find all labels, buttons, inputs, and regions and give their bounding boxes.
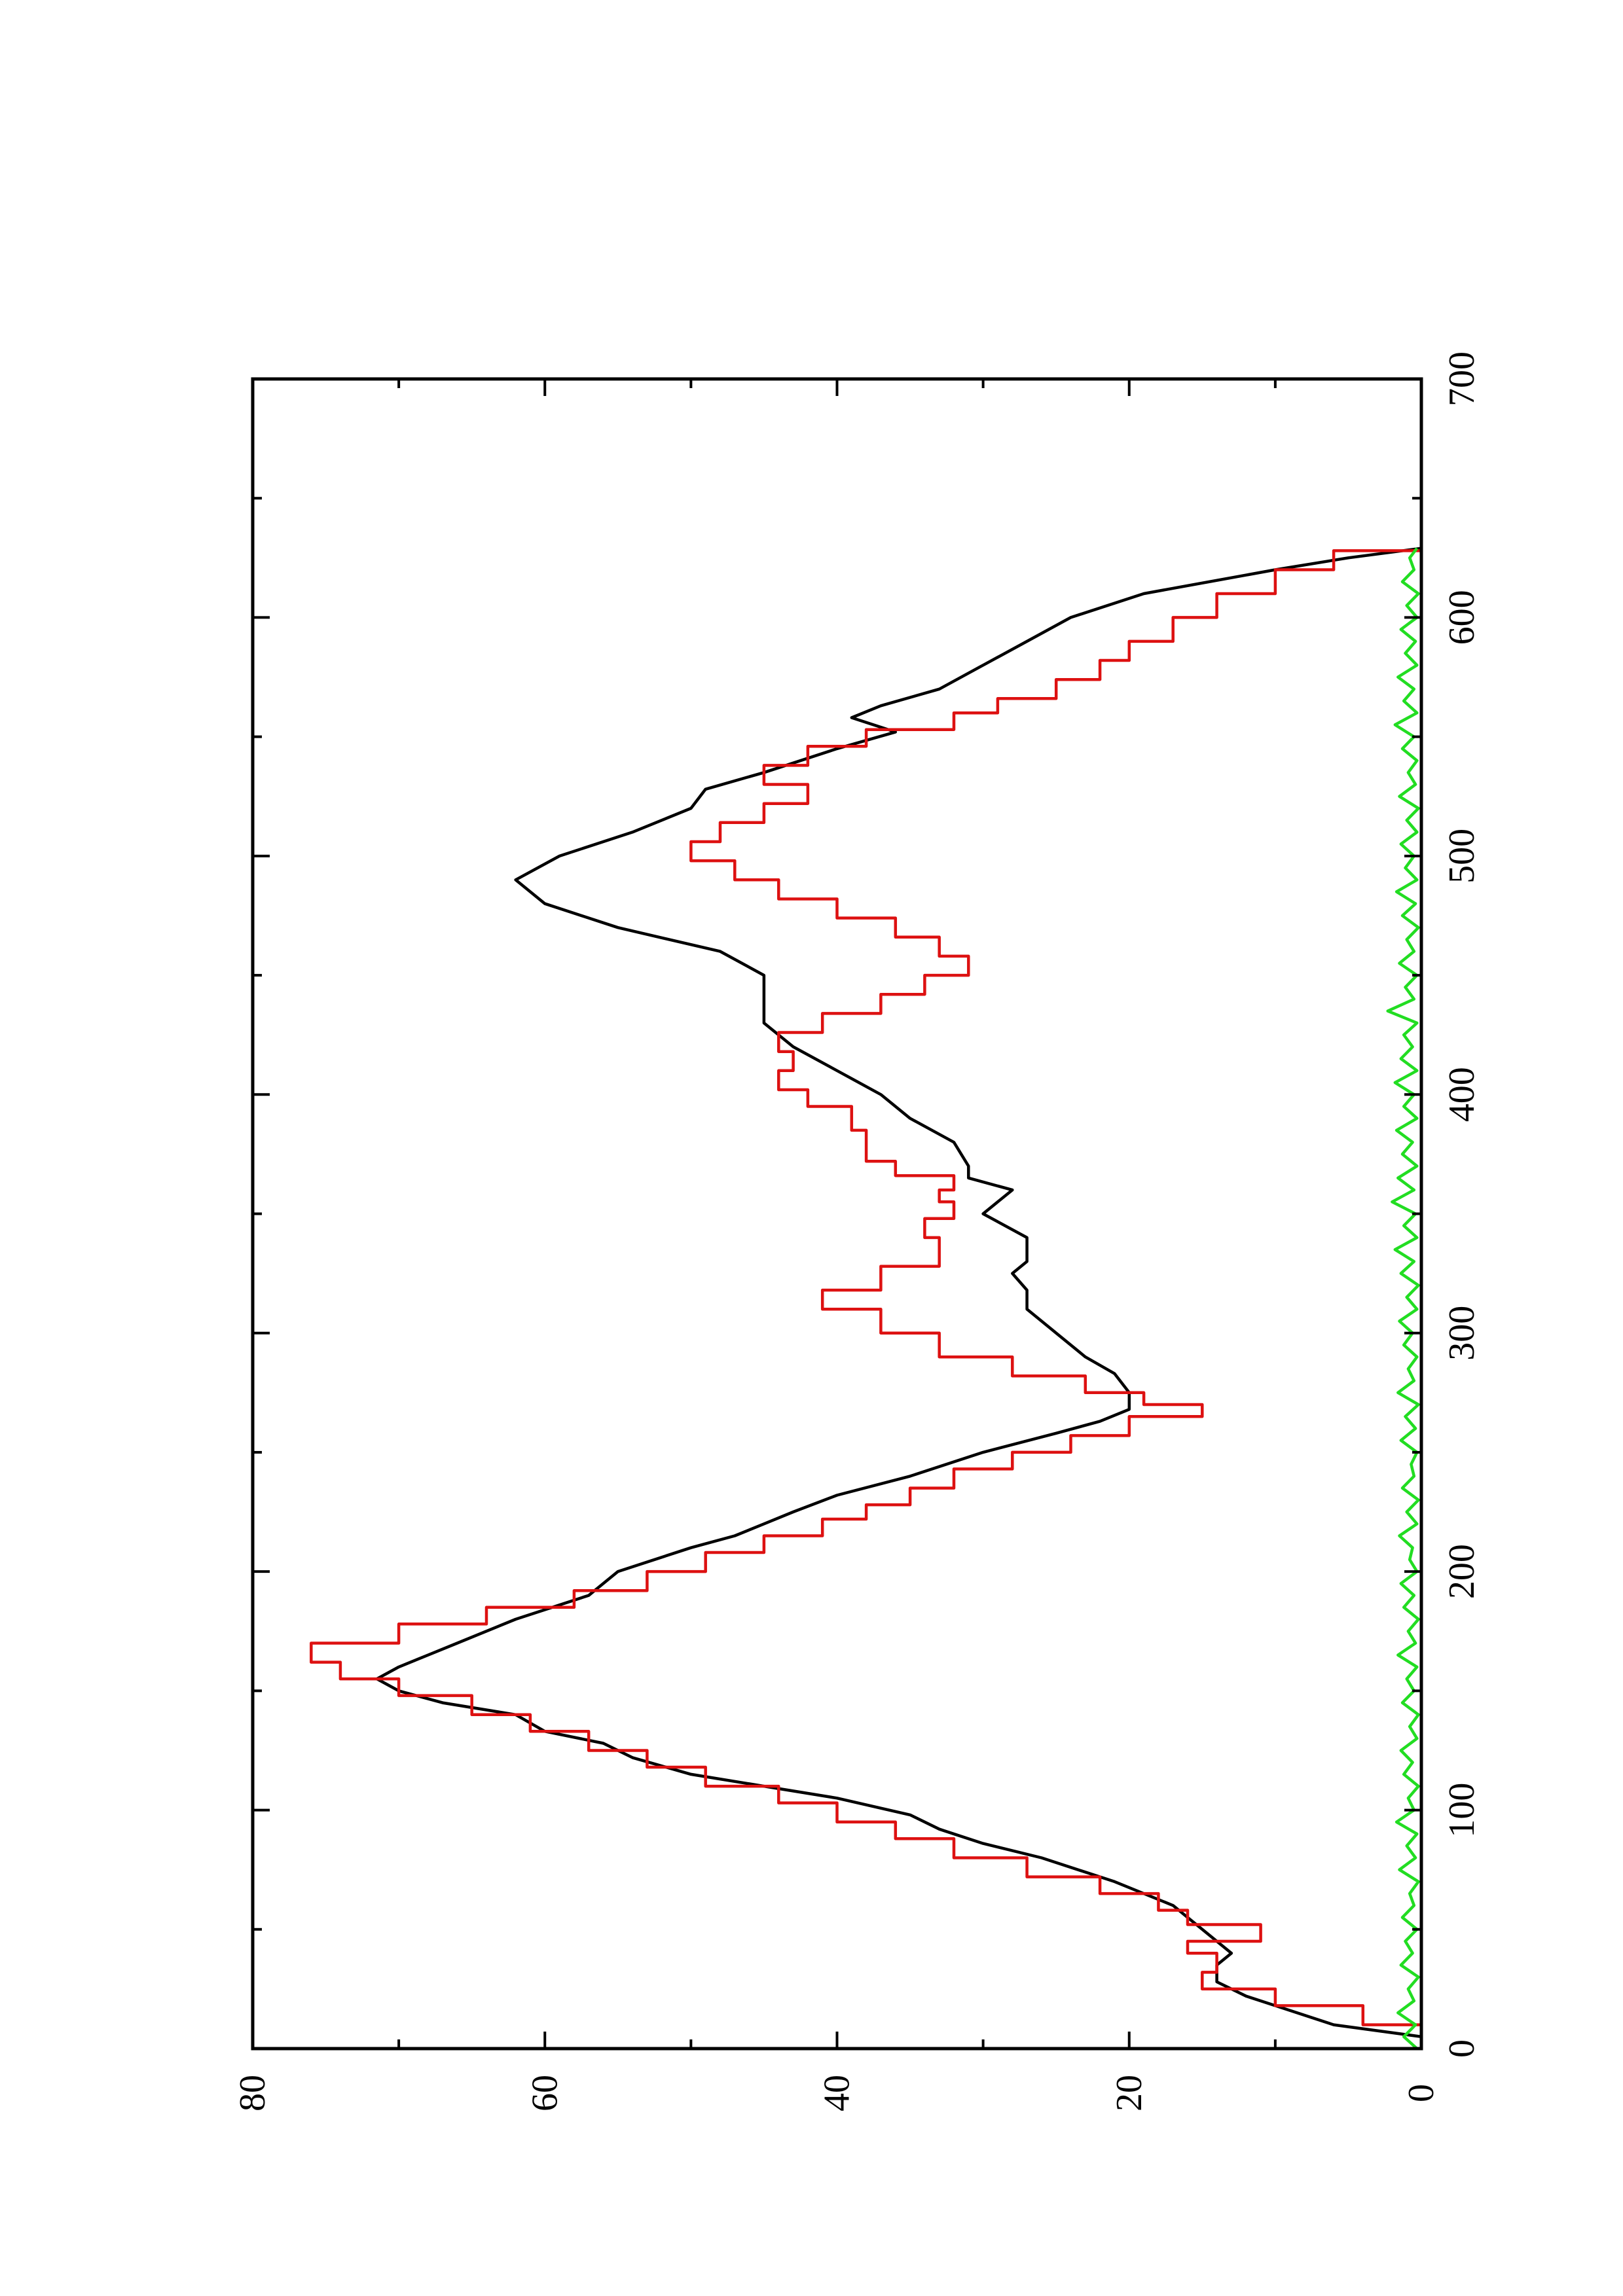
x-tick-label-700: 700: [1442, 351, 1482, 406]
label-layer: 0 100 200 300 400 500 600 700 0 20 40 60 80: [232, 351, 1482, 2111]
x-tick-label-300: 300: [1442, 1306, 1482, 1361]
x-tick-label-400: 400: [1442, 1067, 1482, 1122]
x-tick-label-100: 100: [1442, 1783, 1482, 1838]
y-tick-label-80: 80: [232, 2075, 273, 2111]
x-tick-label-500: 500: [1442, 829, 1482, 884]
series-line-1: [375, 547, 1422, 2039]
tick-layer: [251, 378, 1423, 2050]
y-tick-label-40: 40: [817, 2075, 858, 2111]
x-tick-label-0: 0: [1442, 2039, 1482, 2058]
y-tick-label-0: 0: [1401, 2084, 1442, 2102]
series-line-2: [310, 549, 1423, 2037]
series-layer: [310, 547, 1423, 2050]
x-tick-label-600: 600: [1442, 590, 1482, 645]
y-tick-label-20: 20: [1109, 2075, 1150, 2111]
x-tick-label-200: 200: [1442, 1544, 1482, 1599]
y-tick-label-60: 60: [524, 2075, 565, 2111]
series-line-3: [1386, 547, 1420, 2050]
